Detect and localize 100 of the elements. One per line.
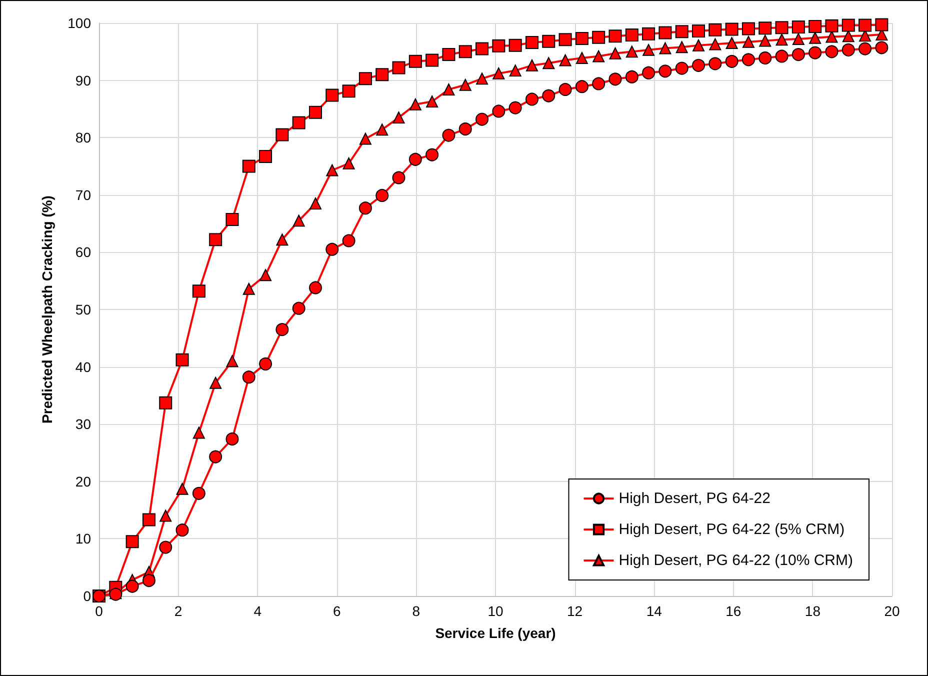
point bbox=[342, 234, 356, 248]
legend-label: High Desert, PG 64-22 (10% CRM) bbox=[618, 552, 854, 569]
point bbox=[775, 50, 788, 63]
point bbox=[592, 50, 605, 62]
point bbox=[692, 39, 705, 52]
point bbox=[725, 54, 738, 68]
point bbox=[708, 23, 722, 36]
point bbox=[260, 269, 272, 282]
point bbox=[559, 54, 572, 66]
point bbox=[542, 89, 556, 102]
point bbox=[159, 540, 172, 554]
point bbox=[858, 18, 872, 32]
point bbox=[442, 83, 455, 96]
point bbox=[842, 43, 855, 56]
point bbox=[392, 112, 405, 124]
point bbox=[176, 482, 188, 495]
x-tick-label: 20 bbox=[884, 603, 900, 619]
y-tick-label: 60 bbox=[75, 244, 92, 260]
point bbox=[126, 535, 139, 548]
point bbox=[459, 78, 472, 91]
point bbox=[525, 36, 538, 49]
point bbox=[675, 25, 688, 38]
point bbox=[160, 510, 172, 522]
point bbox=[692, 24, 706, 38]
point bbox=[675, 62, 688, 75]
point bbox=[842, 18, 855, 32]
point bbox=[226, 355, 238, 368]
point bbox=[426, 96, 438, 108]
point bbox=[359, 132, 372, 145]
point bbox=[210, 376, 222, 389]
point bbox=[159, 396, 172, 410]
point bbox=[658, 64, 672, 78]
point bbox=[176, 353, 189, 366]
point bbox=[508, 101, 522, 114]
point bbox=[558, 33, 572, 46]
y-axis-title: Predicted Wheelpath Cracking (%) bbox=[39, 196, 55, 424]
point bbox=[176, 524, 189, 537]
x-tick-label: 6 bbox=[333, 603, 341, 619]
point bbox=[508, 38, 522, 52]
point bbox=[209, 233, 222, 246]
point bbox=[409, 98, 422, 110]
point bbox=[609, 47, 622, 60]
point bbox=[542, 34, 556, 48]
point bbox=[742, 36, 754, 48]
point bbox=[642, 66, 656, 80]
point bbox=[292, 116, 306, 130]
point bbox=[825, 19, 838, 32]
point bbox=[259, 150, 272, 164]
point bbox=[476, 72, 488, 85]
point bbox=[642, 27, 656, 40]
point bbox=[842, 30, 854, 42]
point bbox=[758, 51, 772, 64]
point bbox=[875, 41, 888, 54]
point bbox=[592, 30, 606, 44]
point bbox=[708, 57, 722, 70]
point bbox=[276, 323, 289, 336]
x-tick-label: 10 bbox=[488, 603, 504, 619]
point bbox=[775, 21, 788, 34]
point bbox=[458, 45, 472, 58]
point bbox=[242, 370, 256, 384]
point bbox=[342, 157, 355, 170]
point bbox=[575, 80, 588, 94]
point bbox=[676, 41, 688, 54]
point bbox=[742, 22, 755, 36]
point bbox=[376, 188, 389, 202]
point bbox=[592, 77, 606, 90]
point bbox=[226, 213, 239, 226]
point bbox=[825, 45, 838, 58]
point bbox=[209, 450, 222, 464]
point bbox=[792, 20, 805, 34]
point bbox=[442, 48, 456, 62]
point bbox=[192, 486, 206, 500]
point bbox=[792, 33, 804, 46]
point bbox=[558, 82, 572, 96]
point bbox=[326, 164, 338, 176]
point bbox=[625, 70, 638, 84]
point bbox=[309, 197, 322, 210]
x-axis-title: Service Life (year) bbox=[435, 625, 556, 641]
point bbox=[492, 39, 506, 52]
x-tick-label: 8 bbox=[412, 603, 420, 619]
point bbox=[358, 202, 372, 215]
point bbox=[426, 54, 439, 67]
point bbox=[725, 22, 738, 36]
point bbox=[426, 148, 439, 162]
point bbox=[776, 34, 788, 46]
x-tick-label: 2 bbox=[174, 603, 182, 619]
point bbox=[742, 53, 755, 66]
point bbox=[326, 242, 339, 256]
point bbox=[276, 128, 289, 142]
point bbox=[142, 574, 156, 588]
y-tick-label: 10 bbox=[75, 530, 92, 547]
point bbox=[626, 46, 638, 58]
point bbox=[142, 513, 156, 526]
point bbox=[692, 58, 706, 72]
y-tick-label: 100 bbox=[68, 15, 92, 31]
point bbox=[476, 112, 489, 126]
point bbox=[242, 282, 255, 295]
point bbox=[309, 281, 322, 294]
legend-label: High Desert, PG 64-22 (5% CRM) bbox=[618, 521, 845, 538]
point bbox=[492, 104, 506, 118]
